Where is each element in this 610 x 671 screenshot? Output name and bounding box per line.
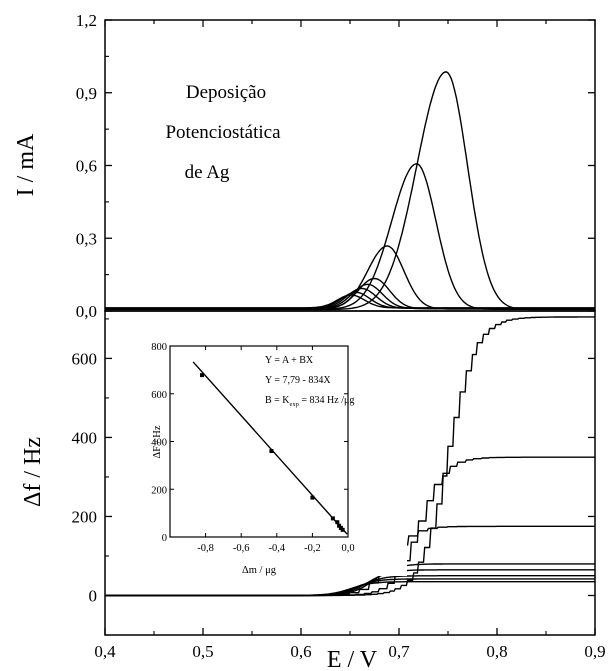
- top-y-tick-label: 0,6: [76, 157, 97, 176]
- bottom-x-tick-label: 0,7: [388, 642, 410, 661]
- inset-x-tick-label: -0,2: [304, 543, 321, 554]
- inset-x-axis-label: Δm / μg: [242, 565, 277, 576]
- inset-x-tick-label: 0,0: [341, 543, 354, 554]
- inset-data-point: [335, 520, 340, 525]
- bottom-y-tick-label: 0: [89, 586, 98, 605]
- inset-plot: 0 200 400 600 800 -0,8 -0,6 -0,4 -0,2 0,0 ΔF / Hz…: [151, 342, 407, 576]
- bottom-y-tick-label: 400: [72, 428, 98, 447]
- inset-x-tick-label: -0,6: [233, 543, 250, 554]
- inset-axis-ticks: 0 200 400 600 800 -0,8 -0,6 -0,4 -0,2 0,0: [151, 342, 354, 554]
- top-y-axis-label: I / mA: [13, 133, 39, 196]
- bottom-frequency-curves: [105, 316, 595, 597]
- bottom-x-tick-label: 0,8: [486, 642, 507, 661]
- inset-y-tick-label: 200: [151, 485, 167, 496]
- inset-data-point: [337, 523, 342, 528]
- inset-y-tick-label: 800: [151, 342, 167, 353]
- inset-data-point: [330, 516, 335, 521]
- inset-y-tick-label: 0: [162, 533, 167, 544]
- inset-y-axis-label: ΔF / Hz: [152, 425, 163, 458]
- top-y-tick-label: 0,0: [76, 302, 97, 321]
- inset-data-point: [310, 495, 315, 500]
- bottom-x-tick-label: 0,9: [584, 642, 605, 661]
- inset-y-tick-label: 600: [151, 390, 167, 401]
- top-y-tick-label: 0,3: [76, 229, 97, 248]
- inset-equation-3: B = Kexp = 834 Hz /μg: [265, 395, 354, 408]
- annotation-line-1: Deposição: [186, 82, 266, 103]
- top-panel: 0,0 0,3 0,6 0,9 1,2 I / mA Deposição Potenci…: [13, 11, 596, 321]
- x-axis-label: E / V: [327, 647, 378, 671]
- current-curve: [105, 71, 595, 311]
- bottom-y-tick-label: 600: [72, 349, 98, 368]
- bottom-x-tick-label: 0,4: [94, 642, 116, 661]
- annotation-line-2: Potenciostática: [165, 122, 281, 143]
- frequency-curve: [105, 581, 595, 597]
- inset-x-tick-label: -0,4: [268, 543, 285, 554]
- inset-data-point: [200, 373, 205, 378]
- annotation-line-3: de Ag: [185, 162, 230, 183]
- top-y-ticks: 0,0 0,3 0,6 0,9 1,2: [76, 11, 596, 321]
- bottom-x-tick-label: 0,5: [192, 642, 213, 661]
- bottom-y-tick-label: 200: [72, 507, 98, 526]
- top-current-curves: [105, 71, 595, 311]
- inset-equation-2: Y = 7,79 - 834X: [265, 375, 331, 386]
- inset-data-point: [340, 527, 345, 532]
- current-curve: [105, 163, 595, 310]
- current-curve: [105, 294, 595, 309]
- inset-data: [192, 361, 348, 535]
- top-y-tick-label: 1,2: [76, 11, 97, 30]
- top-y-tick-label: 0,9: [76, 84, 97, 103]
- top-plot-frame: [104, 19, 596, 312]
- bottom-axis-ticks: 0 200 400 600 0,4 0,5 0,6 0,7 0,8 0,9: [72, 318, 606, 661]
- bottom-y-axis-label: Δf / Hz: [20, 437, 46, 507]
- inset-x-tick-label: -0,8: [197, 543, 214, 554]
- inset-equation-1: Y = A + BX: [265, 355, 314, 366]
- inset-eq3-suffix: = 834 Hz /μg: [299, 395, 354, 406]
- inset-fit-line: [192, 361, 348, 535]
- inset-y-tick-label: 400: [151, 438, 167, 449]
- inset-eq3-prefix: B = K: [265, 395, 290, 406]
- bottom-panel: 0 200 400 600 0,4 0,5 0,6 0,7 0,8 0,9 Δf / Hz E /…: [20, 310, 606, 671]
- inset-data-point: [269, 449, 274, 454]
- bottom-x-tick-label: 0,6: [290, 642, 311, 661]
- inset-eq3-subscript: exp: [290, 401, 299, 408]
